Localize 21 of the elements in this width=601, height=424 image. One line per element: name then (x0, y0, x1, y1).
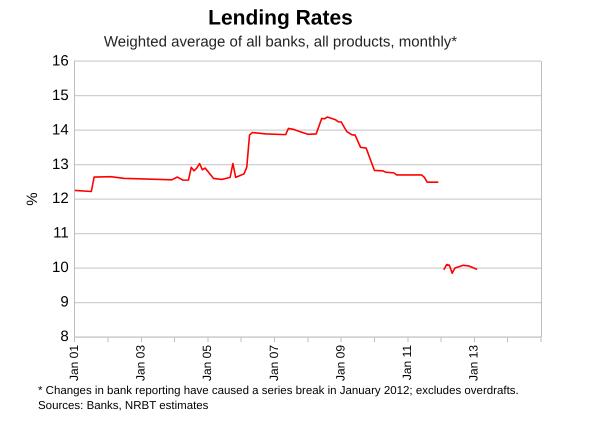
y-tick-label: 12 (52, 190, 69, 208)
y-tick-label: 15 (52, 86, 69, 104)
chart-title: Lending Rates (208, 6, 353, 30)
y-tick-label: 16 (52, 52, 69, 70)
text: * Changes in bank reporting have caused a series break in January 2012; excludes overdrafts. (38, 384, 519, 399)
y-tick-label: 10 (52, 259, 69, 276)
x-tick-label: Jan 11 (400, 344, 414, 380)
x-tick-label: Jan 01 (66, 344, 81, 381)
x-tick-label: Jan 07 (266, 344, 281, 381)
y-tick-label: 8 (60, 328, 69, 346)
y-axis-title: % (24, 192, 42, 206)
source-note: Sources: Banks, NRBT estimates (38, 399, 210, 414)
y-tick-label: 14 (52, 121, 69, 138)
x-tick-label: Jan 03 (134, 344, 148, 381)
y-tick-label: 11 (53, 224, 69, 242)
y-tick-label: 9 (60, 294, 69, 311)
x-tick-label: Jan 09 (333, 344, 348, 381)
x-tick-label: Jan 13 (466, 344, 481, 381)
x-tick-label: Jan 05 (200, 344, 214, 381)
y-tick-label: 13 (52, 156, 69, 173)
chart-subtitle: Weighted average of all banks, all products, monthly* (104, 33, 458, 50)
